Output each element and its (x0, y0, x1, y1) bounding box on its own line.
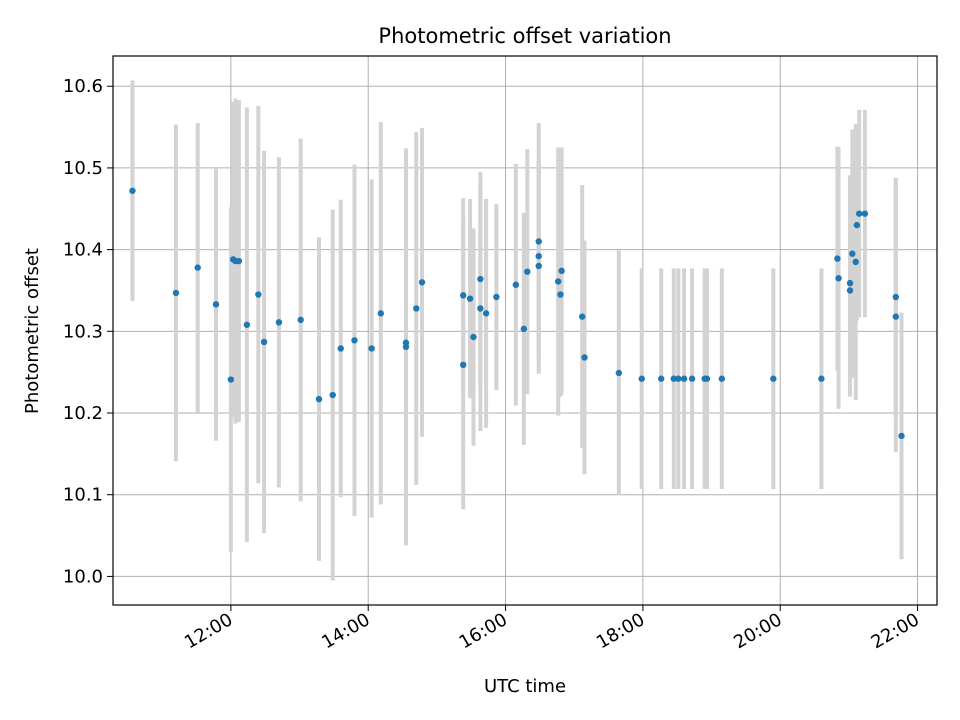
axis-ticks: 12:00 14:00 16:00 18:00 20:00 22:00 10.0 10.1 10… (63, 76, 923, 653)
y-tick-label: 10.3 (63, 321, 103, 342)
x-tick-label: 14:00 (318, 609, 373, 653)
data-point (275, 319, 283, 326)
data-point (535, 252, 542, 260)
x-tick-label: 12:00 (181, 609, 236, 653)
data-point (477, 305, 484, 312)
data-point (557, 291, 564, 298)
data-point (818, 375, 825, 382)
data-point (377, 310, 384, 317)
data-point (194, 264, 201, 271)
data-point (846, 279, 854, 287)
data-point (227, 376, 235, 383)
data-point (129, 187, 136, 194)
data-point (849, 250, 856, 257)
y-tick-label: 10.2 (63, 403, 103, 424)
data-points (129, 187, 905, 440)
data-point (898, 432, 905, 440)
y-tick-label: 10.4 (63, 240, 103, 261)
y-tick-label: 10.1 (63, 485, 103, 506)
y-tick-label: 10.5 (63, 158, 103, 179)
data-point (172, 289, 180, 297)
y-tick-label: 10.6 (63, 76, 103, 97)
x-tick-label: 20:00 (730, 609, 785, 653)
data-point (680, 375, 688, 382)
chart-title: Photometric offset variation (378, 24, 671, 48)
data-point (337, 345, 344, 352)
data-point (297, 316, 304, 324)
data-point (466, 295, 474, 302)
data-point (470, 333, 477, 341)
data-point (853, 221, 861, 229)
data-point (460, 292, 467, 299)
data-point (368, 345, 375, 352)
data-point (846, 287, 854, 294)
data-point (835, 275, 842, 282)
y-axis-title: Photometric offset (22, 248, 43, 414)
data-point (579, 313, 586, 320)
data-point (688, 375, 696, 382)
error-bars (130, 80, 904, 581)
data-point (260, 338, 268, 346)
data-point (477, 275, 484, 283)
data-point (329, 391, 336, 399)
data-point (855, 210, 863, 217)
data-point (493, 293, 500, 301)
data-point (718, 375, 726, 382)
data-point (402, 343, 410, 351)
data-point (413, 305, 420, 312)
data-point (512, 281, 520, 288)
data-point (770, 375, 777, 382)
data-point (892, 313, 899, 320)
x-axis-title: UTC time (484, 676, 566, 697)
x-tick-label: 16:00 (456, 609, 511, 653)
x-tick-label: 18:00 (593, 609, 648, 653)
data-point (675, 375, 682, 382)
data-point (615, 369, 623, 377)
data-point (834, 255, 841, 262)
data-point (212, 301, 220, 308)
data-point (535, 238, 542, 245)
data-point (255, 291, 262, 298)
data-point (243, 321, 251, 328)
plot-frame (112, 55, 938, 606)
y-tick-label: 10.0 (63, 566, 103, 587)
data-point (558, 267, 565, 275)
data-point (861, 210, 869, 217)
data-point (554, 278, 562, 285)
data-point (535, 262, 542, 270)
x-tick-label: 22:00 (868, 609, 923, 653)
data-point (315, 395, 323, 403)
data-point (520, 325, 528, 333)
data-point (460, 361, 467, 369)
data-point (657, 375, 665, 382)
data-point (581, 354, 588, 361)
data-point (892, 293, 899, 301)
data-point (638, 375, 645, 382)
data-point (852, 258, 859, 266)
data-point (670, 375, 677, 382)
data-point (418, 279, 426, 286)
data-point (235, 257, 243, 265)
data-point (524, 268, 531, 275)
data-point (351, 337, 358, 344)
data-point (703, 375, 711, 382)
data-point (482, 310, 490, 317)
